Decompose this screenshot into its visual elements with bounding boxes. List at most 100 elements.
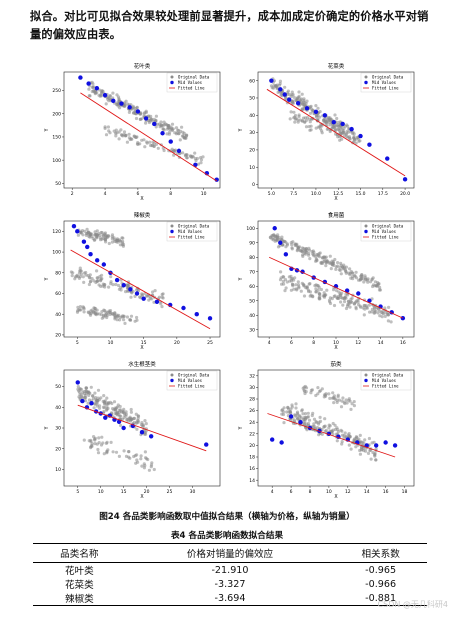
original-data-point — [105, 235, 109, 240]
original-data-point — [133, 110, 137, 114]
y-axis-label: Y — [44, 277, 50, 281]
original-data-point — [353, 300, 358, 304]
original-data-point — [271, 238, 276, 242]
original-data-point — [109, 275, 113, 279]
original-data-point — [105, 405, 109, 409]
original-data-point — [87, 282, 91, 287]
original-data-point — [352, 404, 356, 408]
original-data-point — [89, 279, 93, 283]
original-data-point — [95, 235, 99, 239]
original-data-point — [358, 304, 362, 308]
original-data-point — [95, 279, 100, 283]
original-data-point — [366, 277, 370, 281]
mid-value-point — [119, 101, 124, 106]
original-data-point — [314, 290, 318, 294]
legend-marker-mid — [364, 378, 368, 383]
original-data-point — [159, 302, 163, 306]
y-tick-label: 16 — [249, 466, 255, 472]
original-data-point — [386, 319, 390, 323]
y-tick-label: 30 — [249, 385, 255, 391]
original-data-point — [90, 80, 94, 84]
original-data-point — [283, 85, 287, 89]
original-data-point — [389, 320, 393, 324]
original-data-point — [168, 130, 172, 134]
x-axis-label: X — [140, 196, 144, 200]
y-tick-label: 28 — [249, 397, 255, 403]
original-data-point — [294, 287, 298, 291]
chart-svg: 食用菌 4 6 8 10 12 14 16 30 40 50 60 70 80 90 100 X Y Origina… — [238, 211, 415, 349]
mid-value-point — [94, 258, 100, 263]
legend-marker-mid — [170, 80, 174, 85]
original-data-point — [314, 126, 318, 130]
original-data-point — [114, 407, 118, 412]
legend-label: Original Data — [372, 224, 404, 229]
original-data-point — [295, 411, 299, 416]
original-data-point — [323, 417, 327, 421]
x-tick-label: 25 — [207, 340, 213, 346]
original-data-point — [81, 233, 85, 237]
original-data-point — [339, 300, 343, 304]
chart-svg: 茄类 4 6 8 10 12 14 16 18 14 16 18 20 22 24 26 28 30 32 X Y Ori… — [238, 360, 415, 498]
mid-value-point — [114, 277, 120, 283]
original-data-point — [105, 396, 109, 400]
original-data-point — [121, 244, 125, 248]
original-data-point — [380, 315, 384, 319]
original-data-point — [292, 95, 296, 99]
original-data-point — [97, 93, 101, 97]
original-data-point — [83, 229, 87, 233]
original-data-point — [303, 420, 307, 424]
original-data-point — [135, 453, 139, 457]
original-data-point — [84, 273, 88, 277]
original-data-point — [381, 311, 385, 315]
original-data-point — [350, 300, 354, 304]
original-data-point — [104, 441, 108, 445]
original-data-point — [290, 282, 295, 286]
legend-box — [166, 72, 218, 93]
x-tick-label: 16 — [400, 340, 406, 346]
mid-value-point — [102, 93, 108, 98]
original-data-point — [284, 286, 288, 290]
original-data-point — [89, 438, 93, 442]
x-tick-label: 10 — [98, 489, 104, 495]
original-data-point — [356, 298, 360, 302]
original-data-point — [289, 288, 293, 292]
mid-value-point — [168, 139, 173, 144]
fitted-line — [80, 92, 217, 182]
original-data-point — [341, 303, 345, 307]
original-data-point — [91, 85, 95, 89]
table-header-cell: 品类名称 — [33, 543, 126, 563]
original-data-point — [78, 230, 82, 234]
mid-value-point — [135, 109, 141, 114]
mid-value-point — [143, 116, 149, 121]
legend-label: Original Data — [178, 75, 210, 80]
original-data-point — [370, 278, 374, 282]
original-data-point — [322, 291, 326, 295]
mid-value-point — [121, 425, 126, 431]
original-data-point — [368, 448, 372, 453]
original-data-point — [320, 129, 324, 133]
mid-value-point — [356, 291, 361, 296]
original-data-point — [301, 386, 305, 390]
original-data-point — [87, 87, 91, 91]
chart-svg: 水生根茎类 5 10 15 20 25 30 10 20 30 40 50 X Y Original Dat… — [44, 360, 221, 498]
original-data-point — [302, 103, 306, 107]
original-data-point — [134, 461, 138, 465]
x-tick-label: 25 — [167, 489, 173, 495]
original-data-point — [147, 298, 151, 302]
table-cell: -3.327 — [214, 578, 246, 590]
original-data-point — [344, 132, 348, 136]
original-data-point — [81, 275, 85, 279]
original-data-point — [307, 282, 311, 286]
original-data-point — [130, 291, 134, 295]
original-data-point — [301, 253, 305, 257]
legend-box — [166, 221, 218, 242]
mid-value-point — [385, 156, 390, 161]
y-tick-label: 20 — [55, 333, 61, 339]
legend-marker-original — [170, 224, 174, 228]
original-data-point — [348, 305, 352, 309]
original-data-point — [76, 233, 80, 237]
mid-value-point — [152, 121, 157, 127]
original-data-point — [152, 144, 156, 148]
original-data-point — [115, 405, 119, 409]
x-tick-label: 6 — [290, 340, 293, 346]
